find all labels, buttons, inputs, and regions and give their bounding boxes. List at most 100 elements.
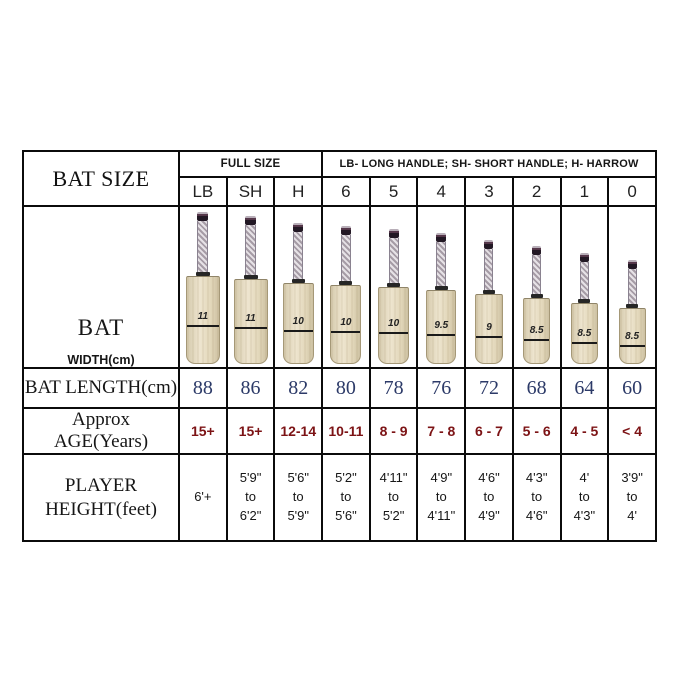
bat-sticker-line [524,338,550,341]
cricket-bat-image-H: 10 [276,223,320,364]
bat-blade: 9.5 [426,290,457,364]
bat-length-row-label: BAT LENGTH(cm) [22,367,180,409]
bat-sticker-line [475,336,502,339]
bat-length-value-SH: 86 [225,367,276,409]
player-height-line: to [292,489,304,505]
bat-collar [243,275,258,279]
size-header-6: 6 [321,176,371,207]
bat-cell-H: 10 [273,205,324,369]
player-height-line: to [340,489,352,505]
bat-handle-grip [627,269,637,304]
player-height-line: 3'9" [621,470,643,486]
bat-handle-grip [484,249,494,290]
bat-handle-cap [627,260,637,269]
bat-width-unit-label: WIDTH(cm) [67,353,135,367]
bat-label: BAT [77,315,125,340]
size-header-SH: SH [225,176,276,207]
bat-length-value-4: 76 [416,367,467,409]
cricket-bat-image-0: 8.5 [610,260,654,364]
player-height-line: 6'2" [239,507,262,523]
size-header-row: LB SH H 6 5 4 3 2 1 0 [23,176,657,207]
cricket-bat-image-6: 10 [324,226,368,364]
handle-legend-header: LB- LONG HANDLE; SH- SHORT HANDLE; H- HA… [321,150,657,178]
player-height-line: 5'9" [239,470,262,486]
bat-cell-0: 8.5 [607,205,657,369]
approx-age-value-0: < 4 [607,407,657,455]
player-height-line: 4' [579,470,590,486]
size-header-H: H [273,176,324,207]
bat-sticker-line [186,325,219,328]
bat-length-value-0: 60 [607,367,657,409]
bat-sticker-line [571,341,597,344]
bat-blade: 8.5 [570,303,598,364]
player-height-line: 4'3" [573,507,596,523]
bat-handle-grip [340,235,351,281]
bat-handle-grip [293,232,304,279]
bat-length-value-6: 80 [321,367,371,409]
approx-age-value-6: 10-11 [321,407,371,455]
size-header-1: 1 [559,176,610,207]
player-height-value-SH: 5'9" to 6'2" [225,453,276,542]
bat-collar [434,286,448,290]
approx-age-value-SH: 15+ [225,407,276,455]
full-size-group-header: FULL SIZE [177,150,324,178]
bat-length-value-H: 82 [273,367,324,409]
bat-blade: 10 [378,287,410,364]
bat-width-value: 11 [245,313,256,325]
player-height-value-3: 4'6" to 4'9" [464,453,514,542]
bat-cell-SH: 11 [225,205,276,369]
bat-length-value-2: 68 [511,367,562,409]
approx-age-value-5: 8 - 9 [368,407,419,455]
player-height-label-line2: HEIGHT(feet) [45,498,157,520]
bat-handle-cap [484,240,494,249]
player-height-line: 4'6" [478,470,500,486]
bat-handle-grip [436,242,447,286]
size-header-LB: LB [178,176,228,207]
cricket-bat-image-LB: 11 [181,212,225,364]
bat-sticker-line [619,344,645,347]
player-height-line: 4'9" [430,470,453,486]
player-height-line: 4'9" [478,507,500,523]
player-height-row-label: PLAYER HEIGHT(feet) [22,453,180,542]
player-height-value-4: 4'9" to 4'11" [416,453,467,542]
bat-length-row: BAT LENGTH(cm) 88 86 82 80 78 76 72 68 64 60 [22,367,657,409]
bat-blade: 9 [474,294,503,364]
cricket-bat-image-2: 8.5 [515,246,559,364]
player-height-line: 4'11" [379,470,408,486]
player-height-value-1: 4' to 4'3" [559,453,610,542]
player-height-value-LB: 6'+ [178,453,228,542]
bat-collar [626,304,639,308]
player-height-value-5: 4'11" to 5'2" [368,453,419,542]
player-height-line: to [245,489,256,505]
player-height-value-H: 5'6" to 5'9" [273,453,324,542]
player-height-line: 5'2" [382,507,405,523]
bat-width-value: 9.5 [434,319,449,331]
bat-cell-1: 8.5 [559,205,610,369]
player-height-line: 4'6" [525,507,548,523]
bat-length-value-LB: 88 [178,367,228,409]
player-height-line: to [483,489,495,505]
bat-width-value: 8.5 [529,324,544,336]
bat-handle-cap [197,212,209,221]
bat-collar [530,294,543,298]
bat-handle-cap [293,223,304,232]
bat-collar [578,299,591,303]
bat-handle-grip [579,262,589,299]
bat-size-title: BAT SIZE [22,150,180,207]
approx-age-value-3: 6 - 7 [464,407,514,455]
player-height-line: 4'3" [525,470,548,486]
bat-collar [482,290,495,294]
approx-age-value-1: 4 - 5 [559,407,610,455]
group-header-row: BAT SIZE FULL SIZE LB- LONG HANDLE; SH- … [22,150,657,207]
player-height-label-line1: PLAYER [64,474,138,496]
bat-length-value-5: 78 [368,367,419,409]
bat-cell-2: 8.5 [511,205,562,369]
bat-collar [291,279,305,283]
cricket-bat-image-SH: 11 [229,216,273,364]
bat-sticker-line [427,333,456,336]
size-header-2: 2 [511,176,562,207]
bat-width-value: 11 [197,311,209,323]
bat-handle-grip [532,255,542,294]
player-height-line: to [388,489,400,505]
